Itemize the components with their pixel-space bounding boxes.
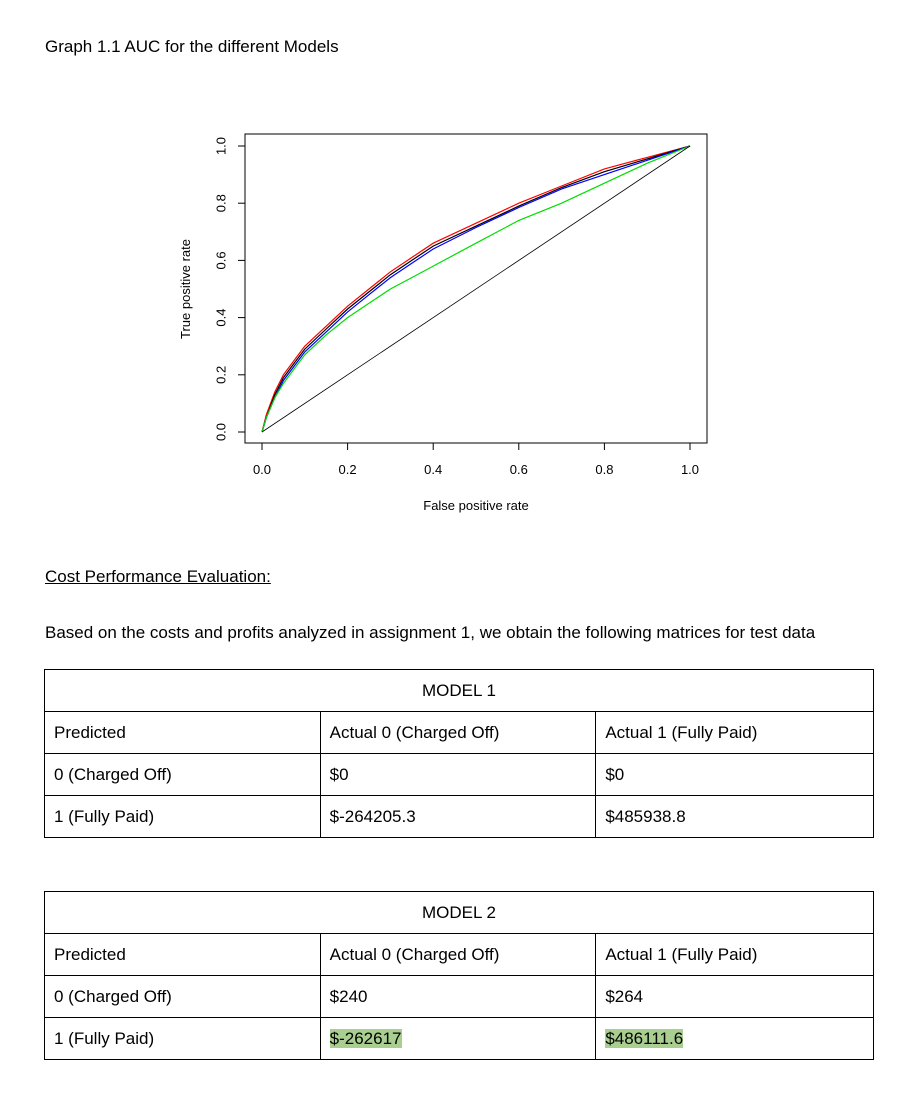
graph-title: Graph 1.1 AUC for the different Models xyxy=(45,37,339,56)
x-tick-label: 0.4 xyxy=(424,462,442,477)
row-label: 1 (Fully Paid) xyxy=(44,1017,321,1060)
header-cell: Predicted xyxy=(44,711,321,754)
roc-chart: 0.0 0.2 0.4 0.6 0.8 1.0 0.0 0.2 0.4 0.6 0.8 1.0 Fa… xyxy=(178,133,708,513)
y-tick-label: 1.0 xyxy=(213,137,228,155)
table-cell: $486111.6 xyxy=(595,1017,874,1060)
table-cell: $0 xyxy=(595,753,874,796)
x-tick-label: 0.6 xyxy=(510,462,528,477)
model-1-table: MODEL 1 Predicted Actual 0 (Charged Off)… xyxy=(44,669,874,838)
header-cell: Actual 0 (Charged Off) xyxy=(319,933,597,976)
table-cell: $-264205.3 xyxy=(319,795,597,838)
y-tick-label: 0.8 xyxy=(213,194,228,212)
x-axis-label: False positive rate xyxy=(423,498,529,513)
x-tick-label: 0.0 xyxy=(253,462,271,477)
roc-curve-1 xyxy=(261,145,691,433)
header-cell: Actual 1 (Fully Paid) xyxy=(595,933,874,976)
table-header-row: Predicted Actual 0 (Charged Off) Actual … xyxy=(44,711,874,754)
roc-curve-4 xyxy=(261,145,691,433)
x-tick-label: 1.0 xyxy=(681,462,699,477)
model-2-title: MODEL 2 xyxy=(44,891,874,934)
header-cell: Actual 0 (Charged Off) xyxy=(319,711,597,754)
table-row: 1 (Fully Paid) $-264205.3 $485938.8 xyxy=(44,795,874,838)
highlighted-value: $486111.6 xyxy=(605,1028,684,1048)
row-label: 0 (Charged Off) xyxy=(44,975,321,1018)
section-heading: Cost Performance Evaluation: xyxy=(45,567,271,586)
table-row: 0 (Charged Off) $0 $0 xyxy=(44,753,874,796)
y-tick-label: 0.4 xyxy=(213,309,228,327)
roc-curve-2 xyxy=(261,145,691,433)
x-tick-label: 0.2 xyxy=(339,462,357,477)
table-cell: $-262617 xyxy=(319,1017,597,1060)
table-cell: $485938.8 xyxy=(595,795,874,838)
header-cell: Actual 1 (Fully Paid) xyxy=(595,711,874,754)
table-row: 0 (Charged Off) $240 $264 xyxy=(44,975,874,1018)
table-cell: $240 xyxy=(319,975,597,1018)
y-axis-label: True positive rate xyxy=(178,239,193,339)
x-tick-label: 0.8 xyxy=(595,462,613,477)
y-tick-label: 0.2 xyxy=(213,366,228,384)
y-tick-label: 0.6 xyxy=(213,251,228,269)
table-cell: $0 xyxy=(319,753,597,796)
y-axis: 0.0 0.2 0.4 0.6 0.8 1.0 xyxy=(213,137,246,441)
model-2-table: MODEL 2 Predicted Actual 0 (Charged Off)… xyxy=(44,891,874,1060)
y-tick-label: 0.0 xyxy=(213,423,228,441)
model-1-title: MODEL 1 xyxy=(44,669,874,712)
roc-curve-3 xyxy=(261,145,691,433)
row-label: 0 (Charged Off) xyxy=(44,753,321,796)
diagonal-reference-line xyxy=(261,145,691,433)
table-row: 1 (Fully Paid) $-262617 $486111.6 xyxy=(44,1017,874,1060)
x-axis: 0.0 0.2 0.4 0.6 0.8 1.0 xyxy=(253,442,699,477)
intro-paragraph: Based on the costs and profits analyzed … xyxy=(45,623,816,642)
table-cell: $264 xyxy=(595,975,874,1018)
table-header-row: Predicted Actual 0 (Charged Off) Actual … xyxy=(44,933,874,976)
roc-curves xyxy=(261,145,691,433)
row-label: 1 (Fully Paid) xyxy=(44,795,321,838)
highlighted-value: $-262617 xyxy=(329,1028,402,1048)
header-cell: Predicted xyxy=(44,933,321,976)
